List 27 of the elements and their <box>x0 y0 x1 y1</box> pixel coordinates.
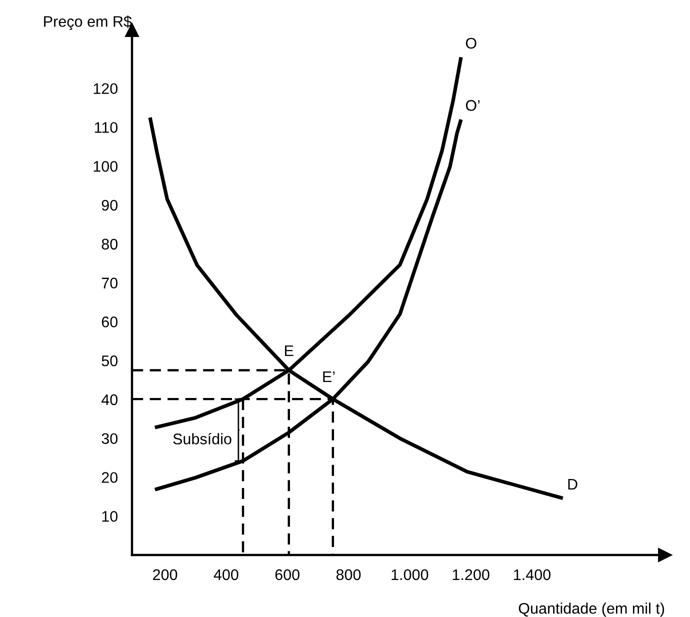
y-tick-label: 30 <box>102 433 118 444</box>
y-axis-title: Preço em R$ <box>44 15 132 30</box>
y-tick-label: 100 <box>94 160 118 172</box>
y-tick-label: 90 <box>102 200 118 211</box>
x-tick-label: 1.200 <box>452 569 490 580</box>
annotation: Subsídio <box>173 432 232 444</box>
x-tick-label: 600 <box>275 569 300 580</box>
y-tick-label: 70 <box>102 278 118 288</box>
y-tick-label: 80 <box>102 238 118 250</box>
series-label: O’ <box>466 100 480 111</box>
y-tick-label: 120 <box>94 83 118 94</box>
y-tick-label: 20 <box>102 472 118 483</box>
x-tick-label: 200 <box>153 569 178 580</box>
annotation: E <box>285 345 294 356</box>
x-tick-label: 1.400 <box>514 569 550 580</box>
series-label: D <box>568 478 578 490</box>
x-tick-label: 1.000 <box>392 569 428 580</box>
y-tick-label: 60 <box>102 316 118 328</box>
y-tick-label: 10 <box>102 510 118 522</box>
x-tick-label: 400 <box>214 569 238 580</box>
y-tick-label: 110 <box>94 122 118 133</box>
series-label: O <box>466 38 476 49</box>
x-tick-label: 800 <box>336 569 361 580</box>
y-tick-label: 40 <box>101 394 118 406</box>
y-tick-label: 50 <box>102 355 118 366</box>
x-axis-title: Quantidade (em mil t) <box>518 602 664 617</box>
annotation: E’ <box>323 371 335 382</box>
